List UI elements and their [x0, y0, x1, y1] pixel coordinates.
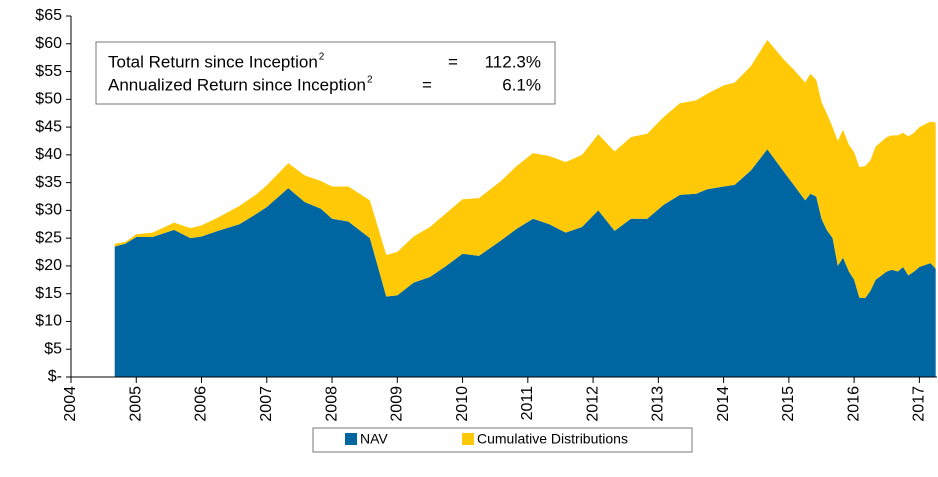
x-tick-label: 2011 — [519, 386, 536, 421]
x-tick-label: 2017 — [911, 386, 928, 422]
plot-area — [114, 39, 936, 377]
x-tick-label: 2004 — [62, 386, 79, 422]
y-tick-label: $10 — [35, 313, 62, 330]
annotation-value: 112.3% — [485, 52, 541, 71]
annotation-sup: 2 — [367, 75, 373, 86]
y-tick-label: $60 — [35, 35, 62, 52]
y-tick-label: $30 — [35, 202, 62, 219]
y-tick-label: $40 — [35, 146, 62, 163]
y-tick-label: $15 — [35, 285, 62, 302]
x-tick-label: 2016 — [845, 386, 862, 422]
y-tick-label: $55 — [35, 63, 62, 80]
y-tick-label: $35 — [35, 174, 62, 191]
legend-label: Cumulative Distributions — [477, 431, 628, 447]
y-tick-label: $20 — [35, 257, 62, 274]
y-tick-label: $5 — [44, 340, 62, 357]
x-tick-label: 2012 — [584, 386, 601, 422]
x-tick-label: 2015 — [780, 386, 797, 422]
x-tick-label: 2013 — [650, 386, 667, 422]
y-tick-label: $50 — [35, 91, 62, 108]
y-tick-label: $45 — [35, 118, 62, 135]
annotation-text: Annualized Return since Inception — [108, 75, 366, 94]
x-tick-label: 2009 — [389, 386, 406, 422]
x-tick-label: 2005 — [127, 386, 144, 422]
annotation-box — [95, 41, 556, 105]
annotation-value: 6.1% — [502, 75, 541, 94]
area — [114, 39, 936, 299]
x-tick-label: 2010 — [454, 386, 471, 422]
annotation-sup: 2 — [319, 52, 325, 63]
legend-box — [312, 427, 693, 453]
x-tick-label: 2014 — [715, 386, 732, 422]
legend-swatch — [462, 433, 474, 445]
x-tick-label: 2006 — [193, 386, 210, 422]
area — [114, 149, 936, 377]
x-tick-label: 2008 — [323, 386, 340, 422]
y-tick-label: $65 — [35, 7, 62, 24]
y-tick-label: $- — [48, 368, 62, 385]
legend-label: NAV — [360, 431, 388, 447]
legend-swatch — [345, 433, 357, 445]
annotation-equals: = — [422, 75, 432, 94]
y-tick-label: $25 — [35, 229, 62, 246]
x-tick-label: 2007 — [258, 386, 275, 422]
annotation-equals: = — [448, 52, 458, 71]
annotation-text: Total Return since Inception — [108, 52, 318, 71]
